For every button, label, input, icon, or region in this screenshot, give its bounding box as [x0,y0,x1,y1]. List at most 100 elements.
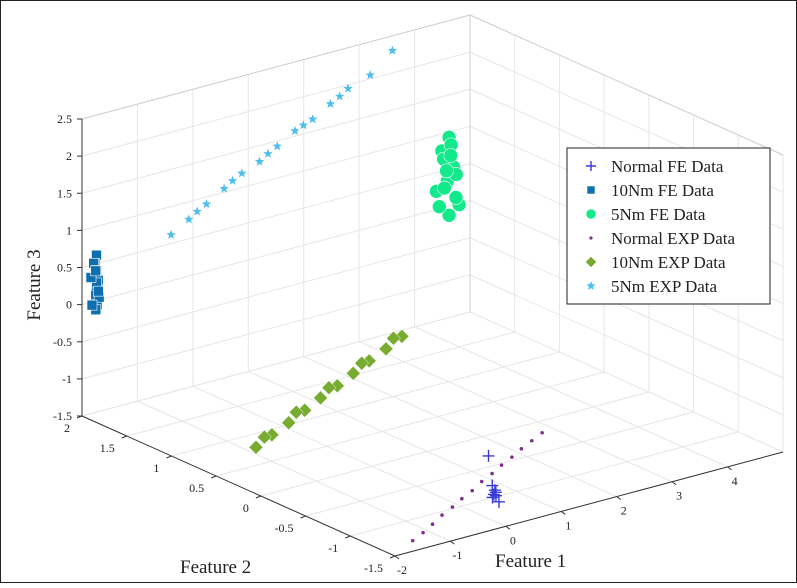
data-point [237,168,247,178]
data-point [166,229,176,239]
z-tick-label: 0 [66,298,72,312]
data-point [365,70,375,80]
legend-label: 5Nm EXP Data [611,277,718,296]
data-point [470,488,475,493]
series-3-points [429,130,467,223]
floor-gridline-y [171,351,560,457]
legend-marker [586,185,596,195]
data-point [330,378,345,394]
data-point [325,98,336,108]
floor-gridline-x [358,341,673,483]
data-point [93,285,104,297]
y-tick-mark [389,555,396,559]
legend-label: 10Nm EXP Data [611,253,726,272]
data-point [479,479,484,484]
data-point [487,488,500,501]
floor-gridline-x [192,385,507,527]
x-tick-label: 0 [510,533,516,547]
y-tick-label: 1.5 [100,441,115,455]
data-point [219,183,229,193]
floor-gridline-x [137,400,451,542]
z-tick-label: 0.5 [57,261,72,275]
data-point [248,439,264,455]
data-point [184,214,194,224]
data-point [343,83,353,93]
legend-marker [585,256,597,268]
data-point [510,455,514,459]
data-point [499,463,504,467]
y-tick-label: -1.5 [364,561,383,575]
y-tick-label: -1 [328,541,338,555]
data-point [361,353,377,369]
y-axis-line [81,415,396,557]
x-tick-label: 2 [621,504,627,518]
data-point [410,538,415,543]
data-point [486,491,499,504]
floor-gridline-x [303,356,617,498]
floor-gridline-y [126,331,515,437]
y-tick-mark [166,455,172,459]
floor-gridline-y [305,411,694,517]
y-tick-mark [345,535,351,539]
data-point [441,208,457,223]
side-wall-gridline-z [469,274,784,416]
data-point [86,299,98,311]
data-point [201,199,212,209]
back-wall-gridline-z [81,200,471,306]
data-point [430,522,435,527]
z-tick-label: 2.5 [57,112,72,126]
side-wall-gridline-z [469,311,784,453]
z-tick-label: -1 [62,372,72,386]
data-point [321,380,337,396]
y-tick-label: 2 [64,421,70,435]
data-point [192,206,202,216]
x-tick-mark [616,496,622,500]
data-point [288,404,304,420]
back-wall-gridline-z [81,311,471,417]
back-wall-gridline-z [81,125,471,231]
data-point [421,530,425,535]
x-tick-mark [450,540,455,545]
series-2-points [85,249,105,316]
x-tick-label: -1 [452,548,462,562]
legend-box [566,147,771,305]
legend: Normal FE Data 10Nm FE Data 5Nm FE Data Nor… [566,147,771,305]
data-point [431,199,447,214]
z-axis-title: Feature 3 [24,249,45,320]
data-point [307,114,318,124]
y-tick-mark [121,435,127,439]
x-tick-mark [727,466,732,471]
y-tick-label: 0 [243,501,249,515]
x-tick-mark [394,555,400,560]
z-tick-label: 1.5 [57,186,72,200]
legend-marker [586,161,596,171]
data-point [440,513,444,517]
data-point [450,505,455,509]
x-tick-mark [560,511,566,515]
data-point [482,449,495,462]
y-tick-label: 0.5 [189,481,204,495]
x-axis-line [394,451,784,557]
data-point [345,365,361,381]
series-5-points [248,329,410,455]
z-tick-label: -0.5 [53,335,72,349]
back-wall-gridline-z [81,274,471,380]
data-point [254,156,265,166]
data-point [90,265,102,277]
data-point [313,390,328,406]
y-tick-label: 1 [153,461,159,475]
legend-label: 5Nm FE Data [611,205,706,224]
data-point [257,429,272,445]
y-tick-label: -0.5 [275,521,294,535]
axis-layer: -2-101234-1.5-1-0.500.511.52-1.5-1-0.500… [53,112,784,577]
z-tick-label: 2 [66,149,72,163]
back-wall-gridline-z [81,163,471,268]
legend-marker [585,208,597,220]
legend-label: Normal FE Data [611,157,724,176]
data-point [437,180,452,196]
box-edge-top-back [81,14,471,120]
series-4-points [410,430,544,543]
x-axis-title: Feature 1 [495,551,566,572]
x-tick-mark [671,481,677,486]
